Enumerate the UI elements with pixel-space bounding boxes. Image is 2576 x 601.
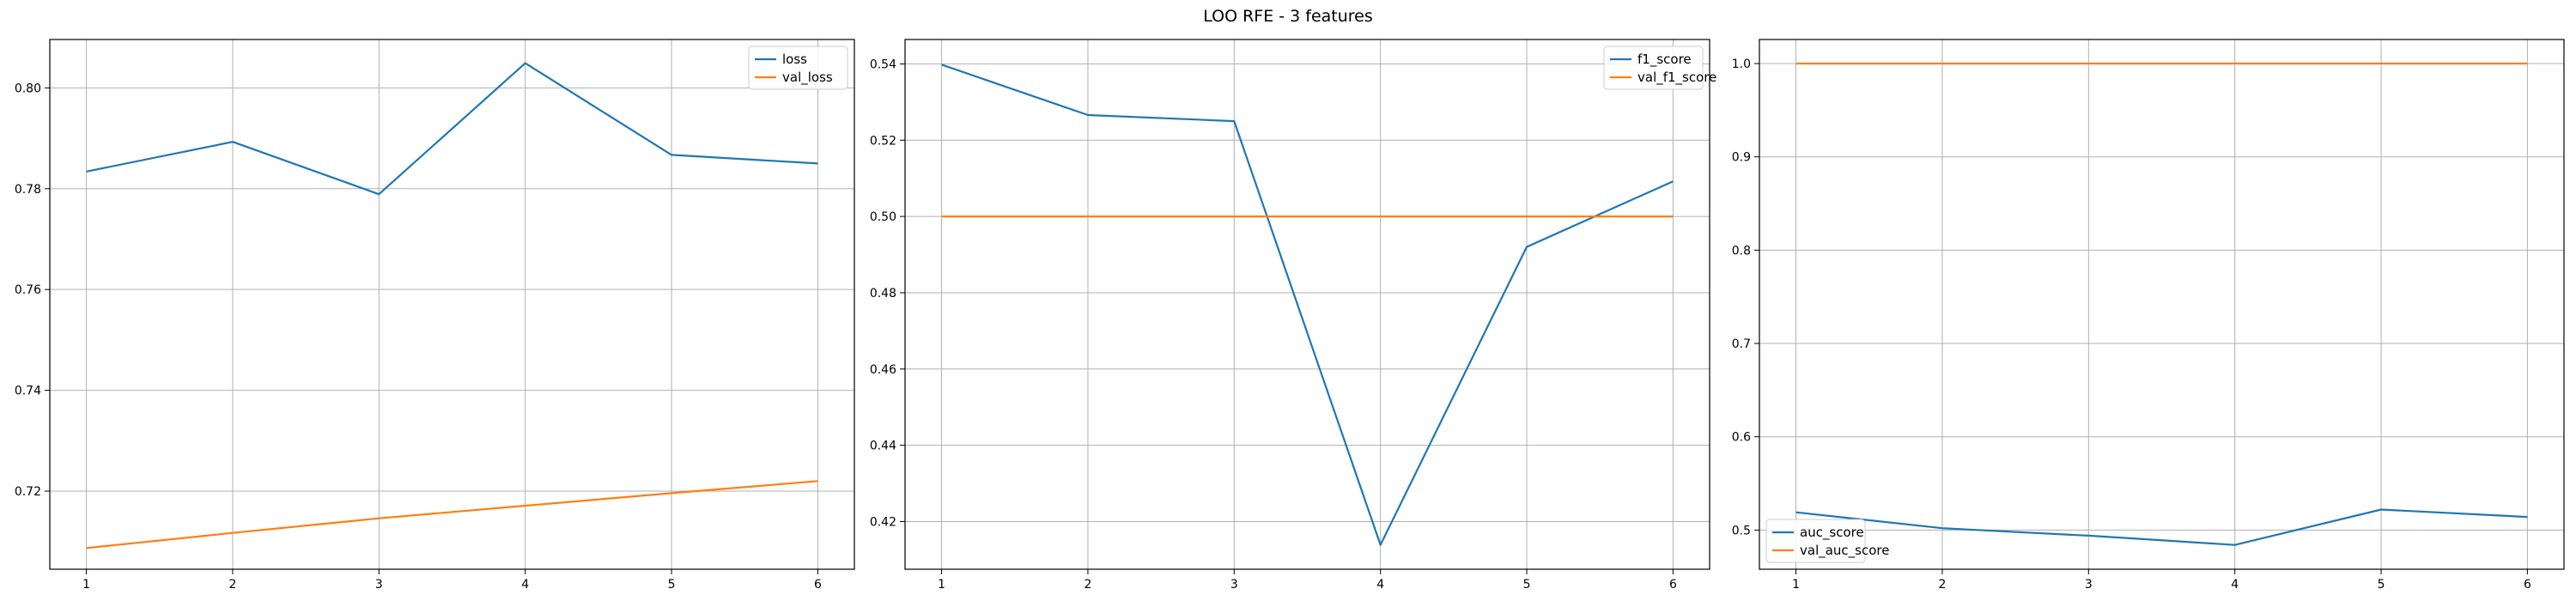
y-tick-label: 0.9 xyxy=(1732,151,1751,165)
x-tick-label: 6 xyxy=(2524,578,2531,592)
series-line-loss xyxy=(86,62,818,196)
subplot-f1-score: 1 2 3 4 5 6 0.42 0.44 0.46 0.48 0.50 0.52 0.54 f1_sco… xyxy=(870,39,1716,592)
y-tick-label: 0.54 xyxy=(870,58,896,71)
x-tick-label: 5 xyxy=(668,578,676,592)
x-tick-label: 3 xyxy=(1230,578,1238,592)
x-tick-label: 1 xyxy=(938,578,945,592)
y-tick-label: 0.46 xyxy=(870,363,896,377)
y-tick-label: 0.8 xyxy=(1732,244,1751,258)
x-tick-label: 5 xyxy=(1523,578,1531,592)
subplot-auc-score: 1 2 3 4 5 6 0.5 0.6 0.7 0.8 0.9 1.0 auc_score val_auc… xyxy=(1732,39,2565,592)
legend-label: loss xyxy=(782,52,807,67)
y-tick-label: 0.52 xyxy=(870,134,896,148)
y-tick-label: 0.6 xyxy=(1732,431,1751,445)
x-tick-label: 4 xyxy=(2231,578,2239,592)
y-tick-label: 0.72 xyxy=(15,485,41,499)
legend: f1_score val_f1_score xyxy=(1603,46,1716,90)
x-tick-label: 4 xyxy=(521,578,529,592)
legend-label: f1_score xyxy=(1637,52,1692,68)
y-tick-label: 0.78 xyxy=(15,183,41,197)
legend-label: val_f1_score xyxy=(1637,70,1716,86)
legend-box xyxy=(1765,519,1866,563)
x-tick-label: 6 xyxy=(1669,578,1677,592)
y-tick-label: 0.7 xyxy=(1732,337,1751,351)
legend-label: val_loss xyxy=(782,70,833,86)
legend: auc_score val_auc_score xyxy=(1765,519,1890,563)
x-tick-label: 3 xyxy=(375,578,383,592)
x-tick-label: 6 xyxy=(814,578,822,592)
y-tick-label: 0.80 xyxy=(15,82,41,95)
legend-box xyxy=(748,46,848,90)
subplot-loss: 1 2 3 4 5 6 0.72 0.74 0.76 0.78 0.80 loss val_loss xyxy=(15,39,855,592)
x-tick-label: 1 xyxy=(82,578,90,592)
legend-label: auc_score xyxy=(1800,525,1864,541)
series-line-f1_score xyxy=(941,64,1674,546)
x-tick-label: 5 xyxy=(2378,578,2385,592)
axes-frame xyxy=(49,39,855,570)
x-tick-label: 3 xyxy=(2085,578,2093,592)
y-tick-label: 1.0 xyxy=(1732,58,1751,71)
y-tick-label: 0.5 xyxy=(1732,524,1751,537)
x-tick-label: 2 xyxy=(1938,578,1946,592)
x-tick-label: 2 xyxy=(228,578,236,592)
x-tick-label: 1 xyxy=(1792,578,1800,592)
legend-box xyxy=(1603,46,1704,90)
y-tick-label: 0.76 xyxy=(15,283,41,297)
y-tick-label: 0.50 xyxy=(870,210,896,224)
axes-frame xyxy=(1759,39,2565,570)
y-tick-label: 0.74 xyxy=(15,385,41,398)
legend-label: val_auc_score xyxy=(1800,543,1890,559)
y-tick-label: 0.42 xyxy=(870,515,896,529)
series-line-val_loss xyxy=(86,480,818,549)
figure-title: LOO RFE - 3 features xyxy=(1203,7,1373,26)
x-tick-label: 2 xyxy=(1084,578,1091,592)
series-line-auc_score xyxy=(1795,508,2528,546)
x-tick-label: 4 xyxy=(1376,578,1384,592)
y-tick-label: 0.44 xyxy=(870,440,896,453)
y-tick-label: 0.48 xyxy=(870,287,896,300)
axes-frame xyxy=(904,39,1710,570)
legend: loss val_loss xyxy=(748,46,848,90)
